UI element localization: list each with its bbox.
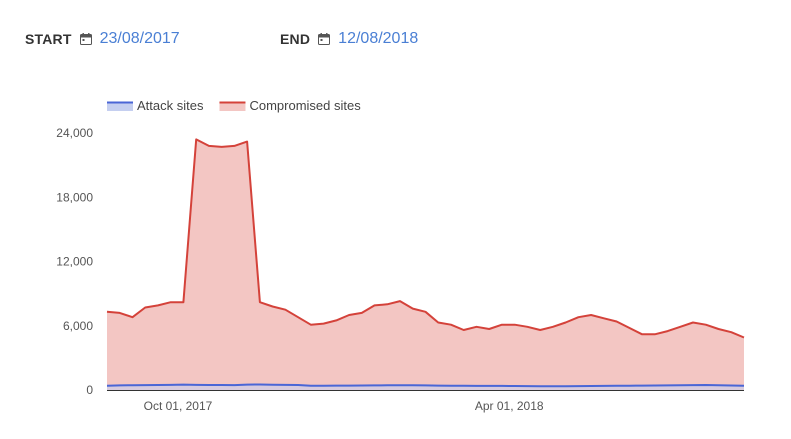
y-axis: 0 6,000 12,000 18,000 24,000 xyxy=(56,126,93,397)
y-tick-label: 18,000 xyxy=(56,190,93,204)
y-tick-label: 12,000 xyxy=(56,255,93,269)
legend: Attack sites Compromised sites xyxy=(107,98,361,113)
chart-areas xyxy=(106,138,745,390)
legend-label: Compromised sites xyxy=(249,98,361,113)
end-date-value[interactable]: 12/08/2018 xyxy=(338,30,419,47)
x-axis: Oct 01, 2017 Apr 01, 2018 xyxy=(107,390,744,413)
x-tick-label: Apr 01, 2018 xyxy=(475,399,544,413)
legend-swatch-fill xyxy=(219,102,246,111)
compromised-sites-line xyxy=(106,138,745,339)
calendar-icon xyxy=(318,33,331,45)
attack-sites-area xyxy=(107,384,744,390)
legend-label: Attack sites xyxy=(137,98,204,113)
start-date-value[interactable]: 23/08/2017 xyxy=(99,30,180,47)
start-date-filter[interactable]: START 23/08/2017 xyxy=(25,30,180,48)
legend-item-attack-sites[interactable]: Attack sites xyxy=(107,98,204,113)
y-tick-label: 6,000 xyxy=(63,319,93,333)
y-tick-label: 24,000 xyxy=(56,126,93,140)
x-tick-label: Oct 01, 2017 xyxy=(144,399,213,413)
attack-sites-line xyxy=(106,383,745,388)
end-date-filter[interactable]: END 12/08/2018 xyxy=(280,30,418,48)
compromised-sites-area xyxy=(107,139,744,390)
calendar-icon xyxy=(79,33,92,45)
start-label: START xyxy=(25,31,72,47)
legend-item-compromised-sites[interactable]: Compromised sites xyxy=(219,98,361,113)
end-label: END xyxy=(280,31,311,47)
legend-swatch-fill xyxy=(107,102,133,111)
y-tick-label: 0 xyxy=(86,383,93,397)
